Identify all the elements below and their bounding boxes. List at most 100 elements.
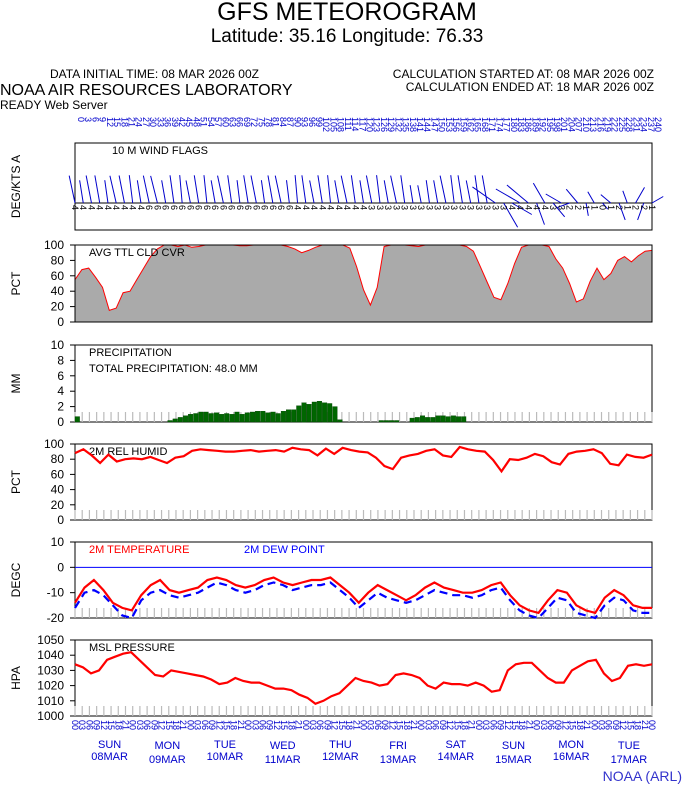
- day-of-week-label: TUE: [214, 739, 236, 751]
- server-name: READY Web Server: [0, 98, 108, 112]
- pressure-panel-ylabel: HPA: [9, 666, 23, 690]
- top-hour-label: 177: [502, 117, 512, 132]
- wind-barb: [409, 185, 414, 204]
- pressure-ytick-3: 1030: [37, 663, 64, 677]
- top-hour-label: 27: [141, 117, 151, 127]
- cloud-ytick-4: 80: [51, 253, 65, 267]
- top-hour-label: 162: [465, 117, 475, 132]
- precip-bar: [425, 417, 431, 423]
- bottom-hour-label: 03: [539, 720, 549, 730]
- top-hour-label: 204: [566, 117, 576, 132]
- wind-speed-digit: 6: [268, 205, 278, 210]
- wind-panel-title: 10 M WIND FLAGS: [112, 145, 208, 157]
- precip-bar: [291, 409, 297, 423]
- precip-bar: [234, 411, 240, 423]
- bottom-hour-label: 06: [84, 720, 94, 730]
- bottom-hour-label: 21: [236, 720, 246, 730]
- precip-bar: [440, 415, 446, 423]
- wind-speed-digit: 4: [523, 205, 533, 210]
- wind-speed-digit: 6: [161, 205, 171, 210]
- wind-barb: [286, 180, 290, 204]
- wind-speed-digit: 6: [185, 205, 195, 210]
- wind-barb: [400, 175, 406, 204]
- wind-barb: [128, 175, 134, 204]
- bottom-hour-label: 03: [366, 720, 376, 730]
- bottom-hour-label: 15: [452, 720, 462, 730]
- precip-bar: [193, 413, 199, 423]
- top-hour-label: 117: [357, 117, 367, 131]
- top-hour-label: 123: [372, 117, 382, 132]
- wind-speed-digit: 4: [86, 205, 96, 210]
- dewpoint-line: [74, 581, 652, 620]
- wind-barb: [365, 175, 373, 204]
- top-hour-label: 96: [307, 117, 317, 127]
- precip-ytick-3: 6: [57, 369, 64, 383]
- wind-barb: [376, 175, 381, 204]
- wind-barb: [495, 188, 521, 204]
- rh-ytick-4: 80: [51, 452, 65, 466]
- wind-barb: [250, 175, 257, 204]
- top-hour-label: 207: [574, 117, 584, 132]
- bottom-hour-label: 12: [560, 720, 570, 730]
- day-of-week-label: SUN: [98, 739, 121, 751]
- bottom-hour-label: 18: [344, 720, 354, 730]
- precip-bar: [219, 414, 225, 423]
- precip-bars: [74, 401, 467, 423]
- top-hour-label: 51: [199, 117, 209, 127]
- cloud-panel-title: AVG TTL CLD CVR: [89, 247, 185, 259]
- wind-barb: [136, 180, 142, 204]
- wind-speed-digit: 4: [70, 205, 80, 210]
- bottom-hour-label: 15: [510, 720, 520, 730]
- top-hour-label: 228: [624, 117, 634, 132]
- precip-bar: [177, 417, 183, 423]
- bottom-hour-label: 09: [265, 720, 275, 730]
- data-initial-time: DATA INITIAL TIME: 08 MAR 2026 00Z: [50, 67, 259, 81]
- calculation-started: CALCULATION STARTED AT: 08 MAR 2026 00Z: [392, 67, 654, 81]
- wind-speed-digit: 4: [515, 205, 525, 210]
- top-hour-label: 72: [249, 117, 259, 127]
- top-hour-label: 48: [191, 117, 201, 127]
- bottom-hour-label: 09: [611, 720, 621, 730]
- wind-barb: [94, 175, 101, 204]
- wind-speed-digit: 2: [631, 205, 641, 210]
- top-hour-label: 219: [603, 117, 613, 132]
- wind-barb: [359, 180, 364, 204]
- wind-speed-digit: 3: [441, 205, 451, 210]
- bottom-hour-label: 00: [301, 720, 311, 730]
- top-hour-label: 90: [292, 117, 302, 127]
- bottom-hour-label: 09: [207, 720, 217, 730]
- precip-bar: [332, 406, 338, 423]
- day-of-week-label: MON: [154, 740, 180, 752]
- bottom-hour-label: 21: [120, 720, 130, 730]
- cloud-area: [75, 245, 652, 322]
- wind-speed-digit: 1: [622, 205, 632, 210]
- date-label: 16MAR: [553, 751, 590, 763]
- top-hour-label: 216: [595, 117, 605, 132]
- bottom-hour-label: 12: [445, 720, 455, 730]
- precip-bar: [409, 417, 415, 423]
- top-hour-label: 54: [206, 117, 216, 127]
- rh-ytick-3: 60: [51, 467, 65, 481]
- wind-barb: [506, 184, 529, 204]
- day-of-week-label: TUE: [618, 740, 640, 752]
- lab-name: NOAA AIR RESOURCES LABORATORY: [0, 82, 293, 99]
- wind-barb: [309, 180, 315, 204]
- wind-barb: [565, 188, 579, 204]
- top-hour-label: 114: [350, 117, 360, 131]
- bottom-hour-label: 18: [286, 720, 296, 730]
- precip-ytick-2: 4: [57, 384, 64, 398]
- bottom-hour-label: 15: [106, 720, 116, 730]
- top-hour-label: 78: [264, 117, 274, 127]
- top-hour-label: 15: [112, 117, 122, 127]
- wind-barb: [511, 202, 533, 215]
- wind-speed-digit: 4: [128, 205, 138, 210]
- precip-bar: [378, 420, 384, 423]
- precip-bar: [244, 412, 250, 423]
- bottom-hour-label: 09: [92, 720, 102, 730]
- wind-speed-digit: 4: [540, 205, 550, 210]
- wind-barb: [651, 196, 664, 204]
- wind-barb: [600, 194, 612, 204]
- date-label: 09MAR: [149, 754, 186, 766]
- wind-speed-digit: 3: [466, 205, 476, 210]
- precip-bar: [389, 420, 395, 423]
